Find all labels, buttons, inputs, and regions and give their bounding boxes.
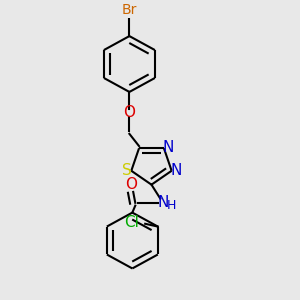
Text: N: N <box>162 140 174 155</box>
Text: H: H <box>167 199 176 212</box>
Text: N: N <box>158 195 169 210</box>
Text: Cl: Cl <box>124 215 139 230</box>
Text: O: O <box>123 105 135 120</box>
Text: Br: Br <box>122 2 137 16</box>
Text: N: N <box>171 163 182 178</box>
Text: O: O <box>125 177 137 192</box>
Text: S: S <box>122 163 132 178</box>
